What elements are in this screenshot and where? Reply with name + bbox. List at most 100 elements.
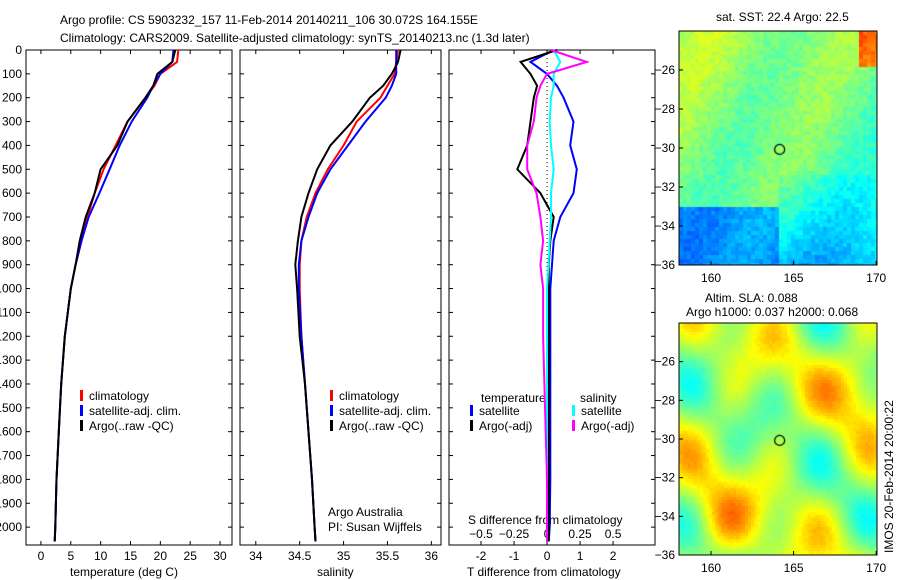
depth-tick-label: 500 bbox=[2, 162, 22, 176]
series-line-satelliteadjclim bbox=[53, 49, 175, 542]
depth-tick-label: 400 bbox=[2, 138, 22, 152]
legend-label: Argo(..raw -QC) bbox=[89, 419, 174, 433]
legend-label: Argo(..raw -QC) bbox=[339, 419, 424, 433]
series-line-satellite bbox=[546, 49, 562, 542]
map-frame bbox=[678, 322, 878, 556]
map-frame bbox=[678, 30, 878, 266]
depth-tick-label: 700 bbox=[2, 210, 22, 224]
panel-frame bbox=[239, 49, 442, 546]
lat-tick-label: −32 bbox=[655, 471, 676, 485]
lon-tick-label: 170 bbox=[866, 561, 886, 575]
t-diff-xlabel: T difference from climatology bbox=[467, 565, 621, 579]
series-line-satellite bbox=[528, 49, 578, 542]
lat-tick-label: −36 bbox=[655, 258, 676, 272]
s-diff-tick-label: 0.5 bbox=[605, 527, 622, 541]
legend-swatch bbox=[80, 390, 83, 401]
sst-map-image bbox=[679, 31, 877, 265]
s-diff-tick-label: −0.25 bbox=[499, 527, 530, 541]
depth-tick-label: 600 bbox=[2, 186, 22, 200]
sla-map-image bbox=[679, 323, 877, 555]
lat-tick-label: −26 bbox=[655, 355, 676, 369]
lon-tick-label: 165 bbox=[784, 561, 804, 575]
lat-tick-label: −30 bbox=[655, 432, 676, 446]
legend-swatch bbox=[572, 405, 575, 416]
depth-tick-label: 1200 bbox=[0, 329, 22, 343]
x-tick-label: 2 bbox=[610, 549, 617, 563]
depth-tick-label: 1000 bbox=[0, 282, 22, 296]
lat-tick-label: −28 bbox=[655, 102, 676, 116]
series-line-climatology bbox=[298, 49, 399, 542]
x-tick-label: 5 bbox=[67, 549, 74, 563]
title-line2: Climatology: CARS2009. Satellite-adjuste… bbox=[60, 31, 530, 45]
imos-timestamp: IMOS 20-Feb-2014 20:00:22 bbox=[882, 400, 896, 553]
legend-header-temperature: temperature bbox=[481, 391, 546, 405]
panel-frame bbox=[448, 49, 656, 546]
legend-label: satellite-adj. clim. bbox=[339, 404, 431, 418]
x-tick-label: 20 bbox=[154, 549, 168, 563]
legend-label: climatology bbox=[89, 389, 149, 403]
legend-label: Argo(-adj) bbox=[581, 419, 634, 433]
series-line-argoadj bbox=[516, 49, 558, 542]
lat-tick-label: −36 bbox=[655, 548, 676, 562]
x-tick-label: 34.5 bbox=[288, 549, 312, 563]
x-tick-label: 0 bbox=[38, 549, 45, 563]
depth-tick-label: 300 bbox=[2, 115, 22, 129]
legend-swatch bbox=[80, 405, 83, 416]
legend-header-salinity: salinity bbox=[580, 391, 617, 405]
s-diff-xlabel: S difference from climatology bbox=[468, 513, 623, 527]
s-diff-tick-label: −0.5 bbox=[469, 527, 493, 541]
depth-tick-label: 900 bbox=[2, 258, 22, 272]
series-line-argorawqc bbox=[294, 49, 402, 542]
lat-tick-label: −34 bbox=[655, 509, 676, 523]
depth-tick-label: 200 bbox=[2, 91, 22, 105]
depth-tick-label: 1400 bbox=[0, 377, 22, 391]
x-tick-label: 0 bbox=[544, 549, 551, 563]
pi-label: PI: Susan Wijffels bbox=[328, 520, 422, 534]
x-tick-label: 36 bbox=[425, 549, 439, 563]
legend-label: satellite bbox=[479, 404, 520, 418]
x-tick-label: 35.5 bbox=[376, 549, 400, 563]
lon-tick-label: 160 bbox=[701, 561, 721, 575]
legend-label: climatology bbox=[339, 389, 399, 403]
x-tick-label: 30 bbox=[213, 549, 227, 563]
legend-label: Argo(-adj) bbox=[479, 419, 532, 433]
depth-tick-label: 1800 bbox=[0, 472, 22, 486]
lon-tick-label: 170 bbox=[866, 271, 886, 285]
lat-tick-label: −28 bbox=[655, 393, 676, 407]
lon-tick-label: 165 bbox=[784, 271, 804, 285]
legend-swatch bbox=[470, 420, 473, 431]
series-line-satelliteadjclim bbox=[297, 50, 398, 542]
legend-swatch bbox=[80, 420, 83, 431]
depth-tick-label: 1600 bbox=[0, 425, 22, 439]
depth-tick-label: 2000 bbox=[0, 520, 22, 534]
depth-tick-label: 100 bbox=[2, 67, 22, 81]
depth-tick-label: 0 bbox=[15, 43, 22, 57]
x-tick-label: 34 bbox=[249, 549, 263, 563]
temperature-xlabel: temperature (deg C) bbox=[70, 565, 178, 579]
sla-map-title-1: Altim. SLA: 0.088 bbox=[705, 291, 798, 305]
lat-tick-label: −26 bbox=[655, 63, 676, 77]
x-tick-label: -2 bbox=[476, 549, 487, 563]
depth-tick-label: 1700 bbox=[0, 449, 22, 463]
s-diff-tick-label: 0.25 bbox=[568, 527, 592, 541]
x-tick-label: 10 bbox=[94, 549, 108, 563]
x-tick-label: 15 bbox=[124, 549, 138, 563]
legend-swatch bbox=[330, 420, 333, 431]
series-line-argorawqc bbox=[53, 49, 177, 542]
panel-frame bbox=[25, 49, 233, 546]
legend-swatch bbox=[330, 390, 333, 401]
legend-label: satellite bbox=[581, 404, 622, 418]
lat-tick-label: −30 bbox=[655, 141, 676, 155]
depth-tick-label: 800 bbox=[2, 234, 22, 248]
legend-swatch bbox=[330, 405, 333, 416]
salinity-xlabel: salinity bbox=[317, 565, 354, 579]
argo-australia-label: Argo Australia bbox=[328, 505, 403, 519]
lat-tick-label: −32 bbox=[655, 180, 676, 194]
depth-tick-label: 1300 bbox=[0, 353, 22, 367]
title-line1: Argo profile: CS 5903232_157 11-Feb-2014… bbox=[60, 13, 478, 27]
depth-tick-label: 1500 bbox=[0, 401, 22, 415]
x-tick-label: 35 bbox=[337, 549, 351, 563]
lat-tick-label: −34 bbox=[655, 219, 676, 233]
